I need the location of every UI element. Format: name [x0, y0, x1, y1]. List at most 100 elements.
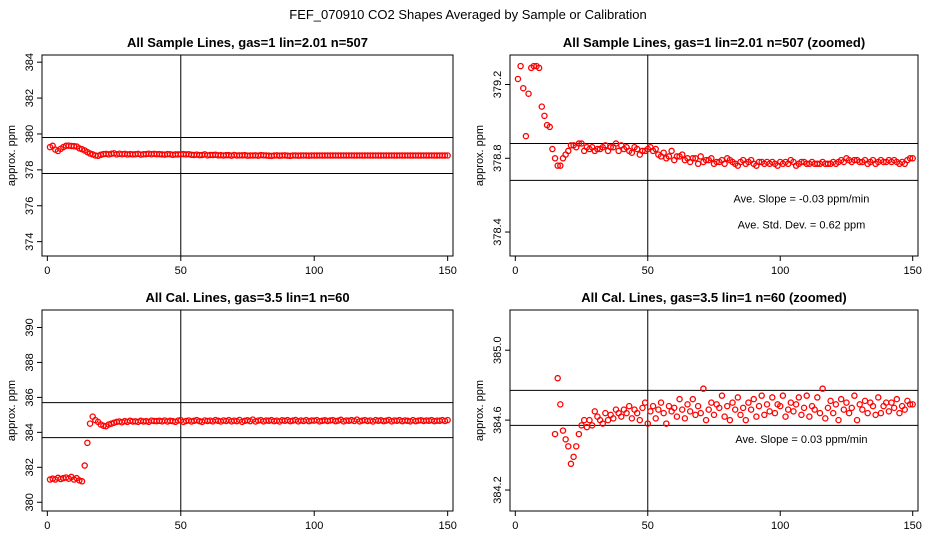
data-point [652, 415, 659, 422]
x-tick-label: 0 [44, 520, 50, 532]
data-point [517, 62, 524, 70]
data-point [708, 399, 715, 406]
panel-3: All Cal. Lines, gas=3.5 lin=1 n=60 0 50 100… [6, 290, 457, 532]
data-point [570, 453, 577, 461]
data-point [676, 395, 683, 403]
data-point [647, 408, 654, 415]
data-point [755, 402, 763, 410]
data-point [668, 147, 675, 155]
y-tick-label: 376 [24, 197, 36, 215]
data-point [806, 413, 813, 420]
panel-2-title: All Sample Lines, gas=1 lin=2.01 n=507 (… [563, 35, 865, 50]
data-point [684, 401, 691, 408]
data-point [578, 140, 585, 147]
data-point [835, 416, 842, 424]
data-point [723, 402, 731, 410]
data-point [798, 411, 805, 419]
data-point [713, 158, 720, 166]
data-point [763, 401, 771, 408]
data-point [739, 404, 747, 412]
y-tick-label: 382 [24, 458, 36, 476]
data-point [78, 478, 86, 485]
data-point [522, 132, 530, 140]
data-point [678, 151, 686, 158]
x-tick-label: 100 [305, 520, 323, 532]
data-point [856, 158, 863, 166]
x-tick-label: 150 [438, 265, 456, 277]
data-point [869, 402, 877, 410]
data-point [639, 404, 646, 412]
data-point [657, 399, 665, 406]
data-point [665, 402, 673, 410]
data-point [861, 397, 869, 405]
data-point [877, 409, 885, 417]
data-point [565, 147, 572, 155]
y-tick-label: 379.2 [492, 71, 504, 99]
plot-frame [41, 309, 454, 512]
data-point [535, 64, 543, 72]
data-point [888, 399, 895, 406]
data-point [824, 160, 832, 168]
data-point [758, 392, 765, 399]
figure-title: FEF_070910 CO2 Shapes Averaged by Sample… [289, 7, 646, 22]
data-point [602, 409, 609, 417]
x-tick-label: 0 [512, 520, 518, 532]
panel-2: All Sample Lines, gas=1 lin=2.01 n=507 (… [474, 35, 922, 277]
data-point [554, 374, 561, 382]
data-point [81, 462, 88, 469]
data-point [750, 395, 757, 403]
data-point [697, 153, 705, 160]
data-point [557, 162, 564, 169]
data-point [856, 401, 863, 408]
y-tick-label: 378.8 [492, 145, 504, 173]
data-point [575, 430, 583, 438]
data-point [906, 401, 914, 408]
data-point [814, 394, 821, 401]
data-point [641, 399, 649, 406]
data-point [766, 408, 773, 415]
data-point [519, 84, 527, 92]
data-point [565, 443, 572, 450]
data-point [604, 416, 612, 424]
data-point [885, 408, 893, 415]
data-point [859, 406, 866, 413]
data-point [824, 404, 832, 412]
data-point [790, 408, 797, 415]
annotation: Ave. Slope = -0.03 ppm/min [733, 194, 869, 206]
data-point [776, 402, 784, 410]
y-tick-label: 384 [24, 53, 36, 71]
data-point [551, 430, 559, 438]
data-point [705, 406, 712, 413]
y-tick-label: 386 [24, 388, 36, 406]
data-point [678, 406, 686, 413]
data-point [795, 394, 803, 401]
y-tick-label: 382 [24, 89, 36, 107]
data-point [663, 420, 670, 427]
data-point [681, 415, 689, 422]
data-point [633, 145, 641, 153]
data-point [70, 142, 78, 150]
data-point [612, 140, 620, 147]
data-point [803, 160, 810, 168]
data-point [689, 155, 697, 162]
data-point [800, 404, 808, 412]
data-point [851, 156, 858, 164]
data-point [444, 152, 451, 159]
data-point [909, 155, 916, 162]
data-point [623, 409, 630, 417]
data-point [901, 406, 909, 413]
data-point [816, 409, 824, 417]
x-tick-label: 100 [305, 265, 323, 277]
data-point [644, 420, 652, 427]
data-point [747, 406, 755, 413]
y-axis-label: approx. ppm [6, 125, 18, 186]
y-tick-label: 374 [24, 232, 36, 250]
data-point [628, 415, 636, 422]
data-point [599, 420, 606, 427]
data-point [689, 395, 697, 403]
data-point [832, 401, 840, 408]
data-point [567, 142, 575, 149]
data-point [697, 409, 705, 417]
data-point [909, 401, 916, 408]
panel-1: All Sample Lines, gas=1 lin=2.01 n=507 0 5… [6, 35, 457, 277]
